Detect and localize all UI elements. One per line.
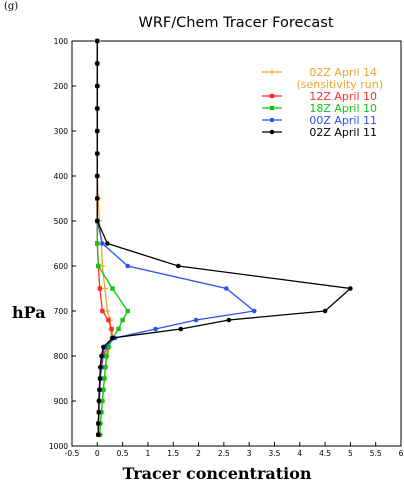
x-tick-label: 5 xyxy=(348,449,353,458)
x-tick-label: 1.5 xyxy=(167,449,179,458)
data-point xyxy=(101,387,106,392)
data-point xyxy=(106,344,111,350)
data-point xyxy=(322,308,328,314)
data-point xyxy=(97,376,103,381)
x-tick-label: 4 xyxy=(297,449,302,458)
data-point xyxy=(178,326,184,332)
data-point xyxy=(95,151,100,156)
x-tick-label: 1 xyxy=(146,449,151,458)
data-point xyxy=(95,38,100,44)
data-point xyxy=(96,263,101,269)
legend-item: 02Z April 11 xyxy=(262,126,377,139)
legend-swatch-marker xyxy=(269,69,275,75)
data-point xyxy=(110,335,115,341)
y-tick-label: 600 xyxy=(54,262,69,271)
data-point xyxy=(101,344,106,350)
chart-title: WRF/Chem Tracer Forecast xyxy=(139,15,334,31)
data-point xyxy=(99,410,104,415)
legend-swatch-marker xyxy=(269,117,275,123)
data-point xyxy=(99,353,104,359)
y-tick-label: 100 xyxy=(54,37,69,46)
data-point xyxy=(106,317,111,323)
data-point xyxy=(175,263,181,269)
data-point xyxy=(97,387,102,393)
series-3 xyxy=(95,38,257,438)
x-tick-label: 5.5 xyxy=(370,449,382,458)
legend-swatch-marker xyxy=(269,93,275,99)
data-point xyxy=(100,241,105,246)
legend-swatch-marker xyxy=(269,105,275,111)
y-tick-label: 400 xyxy=(54,172,69,181)
data-point xyxy=(95,218,100,224)
plot-frame xyxy=(71,40,402,447)
data-point xyxy=(98,364,103,370)
legend-label-line2: (sensitivity run) xyxy=(296,78,383,91)
y-tick-label: 1000 xyxy=(49,442,68,451)
data-point xyxy=(100,398,105,404)
data-point xyxy=(120,317,125,323)
legend-label: 02Z April 11 xyxy=(309,126,377,139)
data-point xyxy=(95,173,100,179)
data-point xyxy=(104,353,109,359)
y-tick-label: 500 xyxy=(54,217,69,226)
y-tick-label: 300 xyxy=(54,127,69,136)
data-point xyxy=(101,285,108,292)
data-point xyxy=(95,128,100,134)
data-point xyxy=(95,106,100,111)
y-tick-label: 900 xyxy=(54,397,69,406)
data-point xyxy=(348,286,353,291)
data-point xyxy=(110,286,115,291)
data-point xyxy=(125,308,130,314)
x-tick-label: 0 xyxy=(95,449,100,458)
x-tick-label: 3 xyxy=(247,449,252,458)
data-point xyxy=(104,308,111,314)
legend-item: 18Z April 10 xyxy=(262,102,377,115)
data-point xyxy=(103,365,108,370)
legend-item: 12Z April 10 xyxy=(262,90,377,103)
x-tick-label: 6 xyxy=(399,449,404,458)
data-point xyxy=(153,326,158,332)
data-point xyxy=(116,326,121,332)
data-point xyxy=(95,83,100,89)
data-point xyxy=(96,421,101,426)
legend-item: 00Z April 11 xyxy=(262,114,377,127)
x-tick-label: 0.5 xyxy=(117,449,129,458)
x-tick-label: 2.5 xyxy=(218,449,230,458)
y-tick-label: 800 xyxy=(54,352,69,361)
data-point xyxy=(96,398,102,404)
data-point xyxy=(97,286,103,291)
legend-label: 00Z April 11 xyxy=(309,114,377,127)
series-line xyxy=(96,41,256,435)
x-tick-label: 2 xyxy=(196,449,201,458)
legend-swatch-marker xyxy=(269,129,275,135)
panel-label: (g) xyxy=(4,1,19,12)
x-tick-label: 4.5 xyxy=(319,449,331,458)
y-tick-label: 200 xyxy=(54,82,69,91)
data-point xyxy=(251,308,257,314)
data-point xyxy=(125,263,130,269)
legend-label: 18Z April 10 xyxy=(309,102,377,115)
data-point xyxy=(102,376,107,381)
series-4 xyxy=(95,38,353,438)
legend-item: 02Z April 14(sensitivity run) xyxy=(262,66,383,91)
data-point xyxy=(100,308,105,314)
legend-label: 12Z April 10 xyxy=(309,90,377,103)
data-point xyxy=(95,61,100,66)
data-point xyxy=(193,317,199,323)
data-point xyxy=(95,196,100,201)
x-axis-label: Tracer concentration xyxy=(122,464,312,483)
data-point xyxy=(105,241,110,246)
x-tick-label: 3.5 xyxy=(268,449,280,458)
x-tick-label: -0.5 xyxy=(65,449,80,458)
data-point xyxy=(109,326,114,332)
data-point xyxy=(224,286,229,291)
data-point xyxy=(226,317,232,323)
data-point xyxy=(96,432,101,438)
y-axis-label: hPa xyxy=(12,303,46,322)
y-tick-label: 700 xyxy=(54,307,69,316)
data-point xyxy=(96,409,102,415)
legend-label: 02Z April 14 xyxy=(309,66,377,79)
data-point xyxy=(95,241,100,246)
